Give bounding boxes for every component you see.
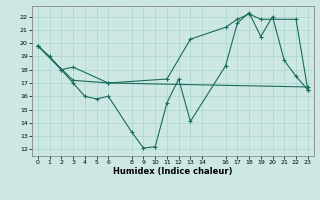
X-axis label: Humidex (Indice chaleur): Humidex (Indice chaleur)	[113, 167, 233, 176]
